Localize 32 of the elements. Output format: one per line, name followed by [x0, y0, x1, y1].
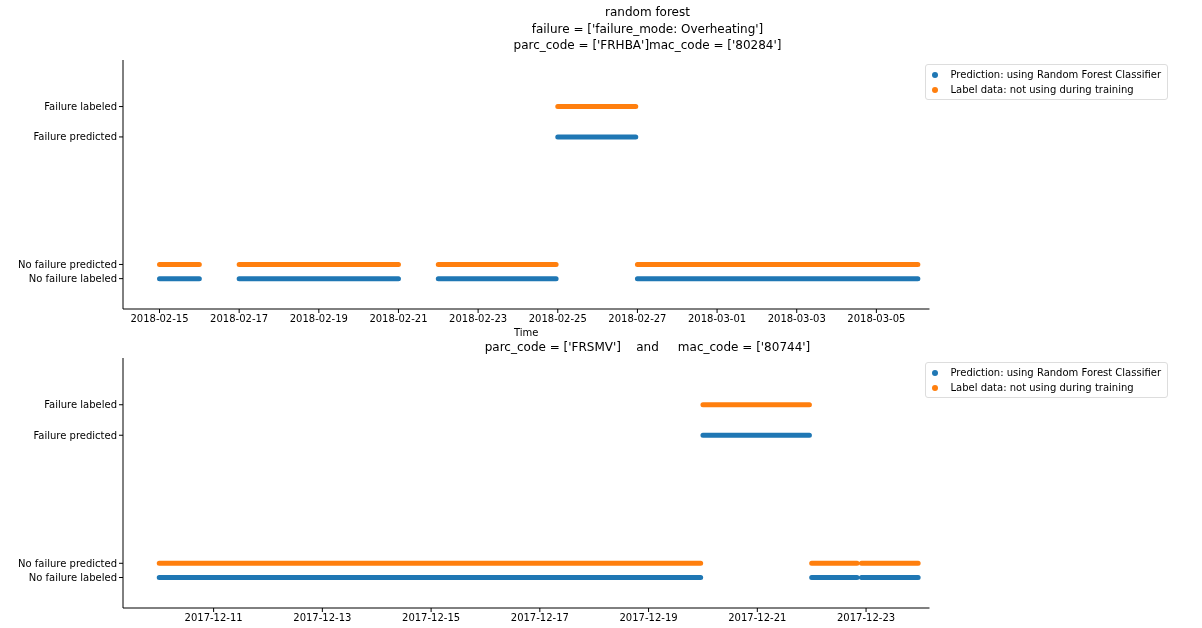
x-tick-label: 2018-03-03 [767, 313, 826, 325]
text: Failure predicted [33, 429, 117, 441]
x-tick-label: 2017-12-21 [728, 612, 787, 624]
text: Failure predicted [33, 131, 117, 143]
x-tick-label: 2017-12-11 [184, 612, 243, 624]
x-tick-label: 2017-12-19 [619, 612, 678, 624]
x-tick-label: 2017-12-13 [293, 612, 352, 624]
legend-label: Prediction: using Random Forest Classifier [950, 366, 1161, 380]
text: Failure labeled [44, 399, 117, 411]
x-tick-label: 2018-02-21 [369, 313, 428, 325]
legend-label: Label data: not using during training [950, 83, 1134, 97]
x-tick-label: 2017-12-15 [402, 612, 461, 624]
legend-label: Prediction: using Random Forest Classifier [950, 68, 1161, 82]
x-tick-label: 2018-02-17 [210, 313, 269, 325]
chart-title: parc_code = ['FRSMV'] and mac_code = ['80744'] [483, 339, 812, 356]
x-tick-label: 2018-02-19 [289, 313, 348, 325]
x-tick-label: 2018-03-01 [688, 313, 747, 325]
x-tick-label: 2018-02-27 [608, 313, 667, 325]
x-tick-label: 2018-02-25 [528, 313, 587, 325]
x-axis-title: Time [513, 327, 539, 338]
text: No failure predicted [18, 557, 117, 569]
x-tick-label: 2018-03-05 [847, 313, 906, 325]
x-tick-label: 2018-02-23 [449, 313, 508, 325]
legend-label: Label data: not using during training [950, 381, 1134, 395]
text: No failure predicted [18, 258, 117, 270]
x-tick-label: 2017-12-23 [836, 612, 896, 624]
chart-title: random forest failure = ['failure_mode: Overheating'] parc_code = ['FRHBA']mac_code = ['80284'] [512, 4, 783, 54]
x-tick-label: 2018-02-15 [130, 313, 189, 325]
text: No failure labeled [28, 572, 117, 584]
x-tick-label: 2017-12-17 [510, 612, 569, 624]
text: Failure labeled [44, 101, 117, 113]
text: No failure labeled [28, 273, 117, 285]
